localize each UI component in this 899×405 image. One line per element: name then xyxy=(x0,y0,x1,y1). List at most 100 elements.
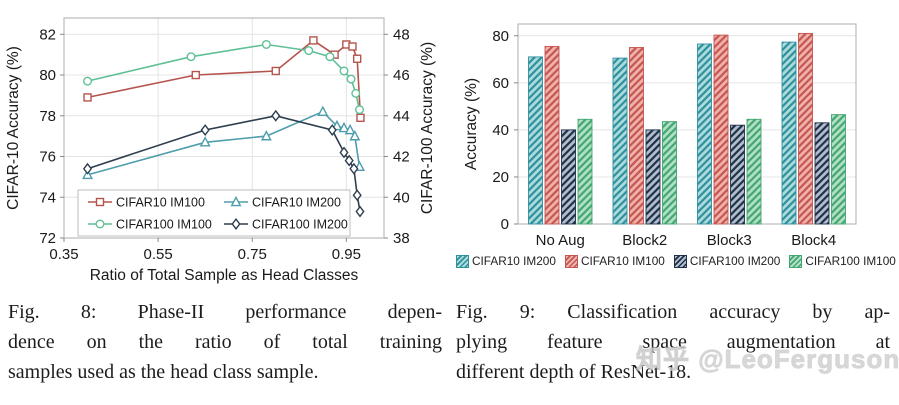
bar-cifar10-im200 xyxy=(697,43,712,225)
plot-border xyxy=(517,23,857,225)
square-marker xyxy=(356,113,365,123)
legend-label: CIFAR10 IM100 xyxy=(116,196,205,210)
bar-cifar10-im100 xyxy=(798,32,813,225)
y-axis-label: Accuracy (%) xyxy=(463,78,480,170)
diamond-marker xyxy=(355,205,365,218)
diamond-marker xyxy=(327,124,337,136)
left-ytick-label: 74 xyxy=(39,189,56,206)
circle-marker xyxy=(351,88,361,98)
fig8-legend-box xyxy=(77,189,351,237)
right-ytick-label: 42 xyxy=(393,149,410,166)
legend-label: CIFAR10 IM200 xyxy=(252,196,341,210)
right-ytick-label: 48 xyxy=(393,26,410,43)
diamond-marker xyxy=(200,124,210,136)
legend-item: CIFAR10 IM200 xyxy=(456,254,556,268)
triangle-marker xyxy=(199,136,211,147)
fig8-caption: Fig. 8: Phase-II performance depen- denc… xyxy=(8,297,442,387)
x-axis-label: Ratio of Total Sample as Head Classes xyxy=(90,267,359,284)
x-tick-label: 0.35 xyxy=(49,246,78,263)
fig8-caption-line: samples used as the head class sample. xyxy=(8,361,319,383)
fig9-bar-chart: 0 20 40 60 80 Accuracy (%) No Aug Block2 Block3 B… xyxy=(463,23,857,249)
fig9-caption-line: Fig. 9: Classification accuracy by ap- xyxy=(456,301,890,323)
diamond-marker xyxy=(352,189,362,202)
circle-marker xyxy=(186,52,196,62)
legend-swatch xyxy=(789,254,803,268)
bar-cifar100-im100 xyxy=(577,118,593,225)
right-ytick-label: 44 xyxy=(393,108,410,125)
series-line-cifar10-im200 xyxy=(87,110,361,176)
triangle-marker xyxy=(349,130,361,141)
bar-cifar100-im100 xyxy=(662,121,677,225)
square-marker xyxy=(348,42,357,51)
bar-cifar10-im200 xyxy=(612,57,628,225)
legend-swatch xyxy=(673,254,687,268)
bar-cifar100-im200 xyxy=(730,124,745,225)
circle-marker xyxy=(83,76,93,86)
category-label: Block4 xyxy=(791,232,836,249)
legend-item: CIFAR100 IM100 xyxy=(789,254,896,268)
y-tick-label: 0 xyxy=(501,216,509,233)
legend-swatch xyxy=(456,254,469,268)
left-ytick-label: 78 xyxy=(39,108,56,125)
square-marker xyxy=(352,54,362,63)
legend-label: CIFAR100 IM200 xyxy=(252,218,348,232)
diamond-marker xyxy=(349,162,359,175)
diamond-marker xyxy=(339,146,349,159)
square-marker xyxy=(83,93,92,102)
right-ytick-label: 46 xyxy=(393,67,410,84)
circle-marker xyxy=(304,46,314,56)
legend-label: CIFAR10 IM100 xyxy=(580,254,665,268)
fig9-caption-line: different depth of ResNet-18. xyxy=(456,361,692,383)
fig8-caption-line: dence on the ratio of total training xyxy=(8,331,442,353)
right-y-axis-label: CIFAR-100 Accuracy (%) xyxy=(419,42,436,214)
legend-item: CIFAR10 IM100 xyxy=(564,254,665,268)
bar-cifar100-im200 xyxy=(645,129,661,225)
left-ytick-label: 72 xyxy=(39,230,56,247)
left-ytick-label: 82 xyxy=(39,26,56,43)
square-marker xyxy=(95,197,105,207)
triangle-marker xyxy=(317,105,329,117)
triangle-marker xyxy=(230,195,242,207)
x-tick-label: 0.55 xyxy=(144,246,173,263)
legend-label: CIFAR100 IM200 xyxy=(689,254,781,268)
legend-label: CIFAR10 IM200 xyxy=(472,254,556,268)
bar-cifar100-im200 xyxy=(814,122,830,225)
right-ytick-label: 38 xyxy=(393,230,410,247)
diamond-marker xyxy=(271,109,281,122)
plot-border xyxy=(63,17,385,239)
square-marker xyxy=(309,36,318,45)
right-ytick-label: 40 xyxy=(393,189,410,206)
circle-marker xyxy=(261,39,271,49)
triangle-marker xyxy=(344,123,356,135)
circle-marker xyxy=(325,52,335,62)
fig8-caption-line: Fig. 8: Phase-II performance depen- xyxy=(8,301,442,323)
fig9-caption: Fig. 9: Classification accuracy by ap- p… xyxy=(456,297,890,387)
diamond-marker xyxy=(82,162,93,175)
circle-marker xyxy=(339,66,349,76)
square-marker xyxy=(191,70,200,80)
circle-marker xyxy=(346,74,356,84)
y-tick-label: 20 xyxy=(492,169,509,186)
left-y-axis-label: CIFAR-10 Accuracy (%) xyxy=(5,46,22,210)
triangle-marker xyxy=(338,121,350,133)
triangle-marker xyxy=(260,130,272,141)
bar-cifar100-im100 xyxy=(831,114,846,225)
legend-label: CIFAR100 IM100 xyxy=(116,218,212,232)
fig9-legend: CIFAR10 IM200 CIFAR10 IM100 CIFAR100 IM200… xyxy=(456,254,896,268)
legend-label: CIFAR100 IM100 xyxy=(805,254,896,268)
bar-cifar100-im200 xyxy=(561,129,576,225)
bar-cifar10-im200 xyxy=(528,56,543,225)
category-label: Block3 xyxy=(707,232,752,249)
left-ytick-label: 76 xyxy=(39,149,56,166)
x-tick-label: 0.75 xyxy=(238,246,267,263)
bar-cifar10-im200 xyxy=(781,41,797,225)
fig9-caption-line: plying feature space augmentation at xyxy=(456,331,890,353)
category-label: Block2 xyxy=(622,232,667,249)
bar-cifar100-im100 xyxy=(746,118,762,225)
circle-marker xyxy=(95,219,105,229)
square-marker xyxy=(271,66,280,76)
diamond-marker xyxy=(344,154,354,167)
bar-cifar10-im100 xyxy=(544,45,560,225)
legend-swatch xyxy=(564,254,578,268)
